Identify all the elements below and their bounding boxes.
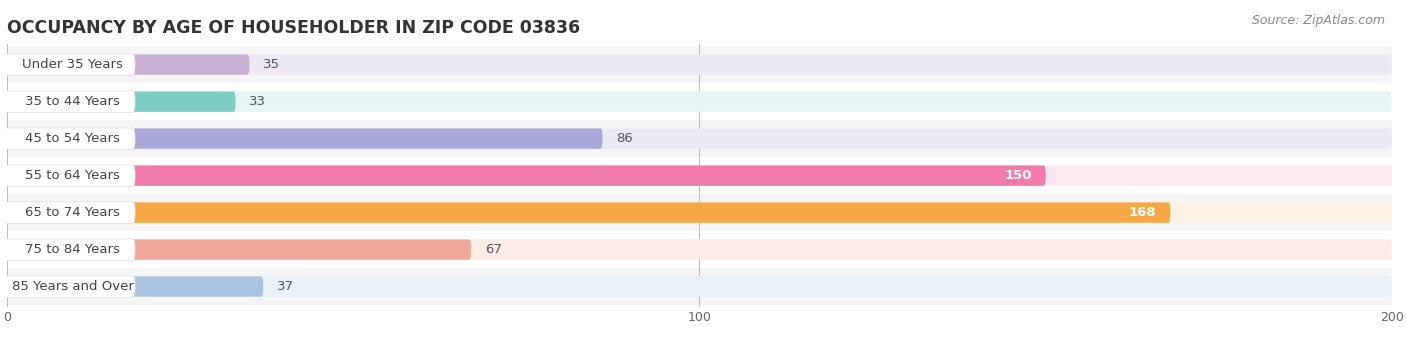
Text: 85 Years and Over: 85 Years and Over [11,280,134,293]
FancyBboxPatch shape [0,46,1406,83]
FancyBboxPatch shape [7,129,1392,149]
Text: 37: 37 [277,280,294,293]
Text: 55 to 64 Years: 55 to 64 Years [25,169,121,182]
Text: 86: 86 [616,132,633,145]
FancyBboxPatch shape [0,231,1406,268]
Text: 33: 33 [249,95,266,108]
FancyBboxPatch shape [4,91,135,112]
FancyBboxPatch shape [0,83,1406,120]
FancyBboxPatch shape [0,157,1406,194]
FancyBboxPatch shape [7,165,1392,186]
FancyBboxPatch shape [7,55,249,75]
FancyBboxPatch shape [7,91,1392,112]
Text: OCCUPANCY BY AGE OF HOUSEHOLDER IN ZIP CODE 03836: OCCUPANCY BY AGE OF HOUSEHOLDER IN ZIP C… [7,19,581,37]
Text: 168: 168 [1129,206,1157,219]
FancyBboxPatch shape [0,268,1406,305]
FancyBboxPatch shape [4,239,135,260]
FancyBboxPatch shape [7,277,1392,297]
Text: 65 to 74 Years: 65 to 74 Years [25,206,121,219]
Text: 150: 150 [1004,169,1032,182]
FancyBboxPatch shape [7,165,1046,186]
FancyBboxPatch shape [7,203,1170,223]
Text: 35: 35 [263,58,280,71]
FancyBboxPatch shape [7,239,471,260]
Text: Under 35 Years: Under 35 Years [22,58,124,71]
FancyBboxPatch shape [7,129,603,149]
Text: 75 to 84 Years: 75 to 84 Years [25,243,121,256]
Text: 45 to 54 Years: 45 to 54 Years [25,132,121,145]
FancyBboxPatch shape [4,128,135,149]
FancyBboxPatch shape [7,277,263,297]
FancyBboxPatch shape [4,202,135,223]
FancyBboxPatch shape [0,120,1406,157]
FancyBboxPatch shape [4,276,135,297]
Text: 35 to 44 Years: 35 to 44 Years [25,95,121,108]
FancyBboxPatch shape [7,239,1392,260]
FancyBboxPatch shape [4,54,135,75]
Text: 67: 67 [485,243,502,256]
FancyBboxPatch shape [0,194,1406,231]
FancyBboxPatch shape [7,55,1392,75]
FancyBboxPatch shape [7,91,236,112]
FancyBboxPatch shape [7,203,1392,223]
Text: Source: ZipAtlas.com: Source: ZipAtlas.com [1251,14,1385,27]
FancyBboxPatch shape [4,165,135,186]
